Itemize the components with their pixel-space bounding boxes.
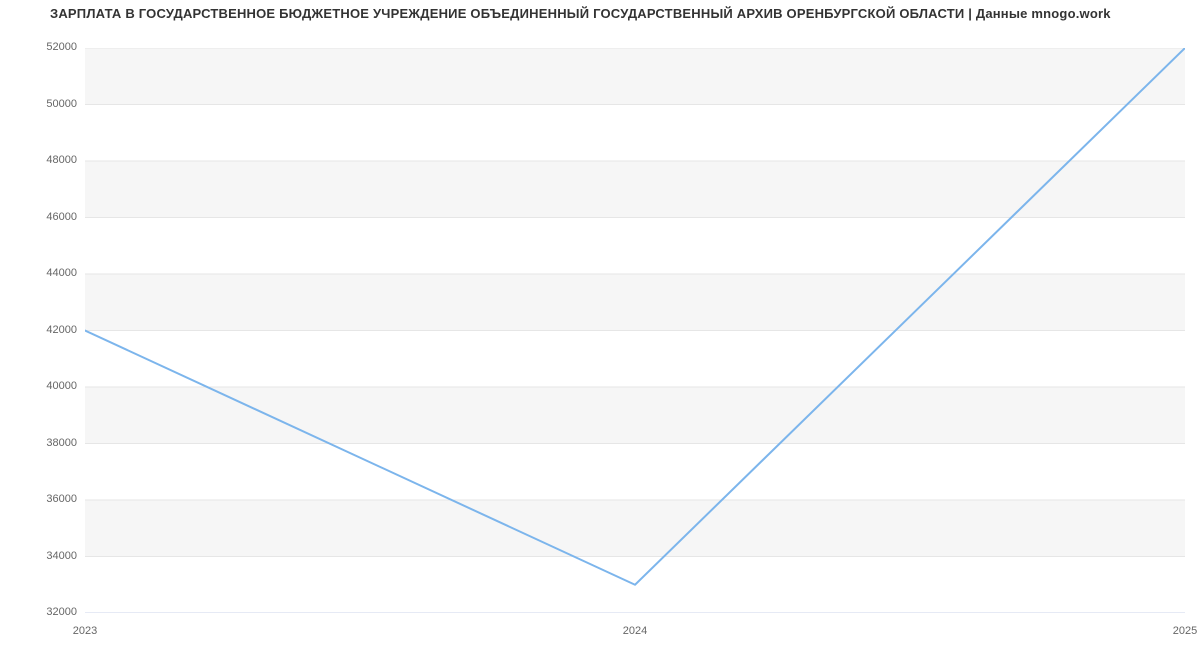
salary-line-chart: ЗАРПЛАТА В ГОСУДАРСТВЕННОЕ БЮДЖЕТНОЕ УЧР…: [0, 0, 1200, 650]
y-tick-label: 48000: [37, 154, 77, 166]
chart-title: ЗАРПЛАТА В ГОСУДАРСТВЕННОЕ БЮДЖЕТНОЕ УЧР…: [50, 6, 1111, 21]
y-tick-label: 50000: [37, 98, 77, 110]
x-tick-label: 2023: [73, 625, 97, 637]
x-tick-label: 2025: [1173, 625, 1197, 637]
y-tick-label: 40000: [37, 380, 77, 392]
y-tick-label: 52000: [37, 41, 77, 53]
y-tick-label: 34000: [37, 550, 77, 562]
plot-area: [85, 48, 1185, 613]
x-tick-label: 2024: [623, 625, 647, 637]
y-tick-label: 42000: [37, 324, 77, 336]
y-tick-label: 36000: [37, 493, 77, 505]
y-tick-label: 38000: [37, 437, 77, 449]
y-tick-label: 44000: [37, 267, 77, 279]
y-tick-label: 46000: [37, 211, 77, 223]
y-tick-label: 32000: [37, 606, 77, 618]
